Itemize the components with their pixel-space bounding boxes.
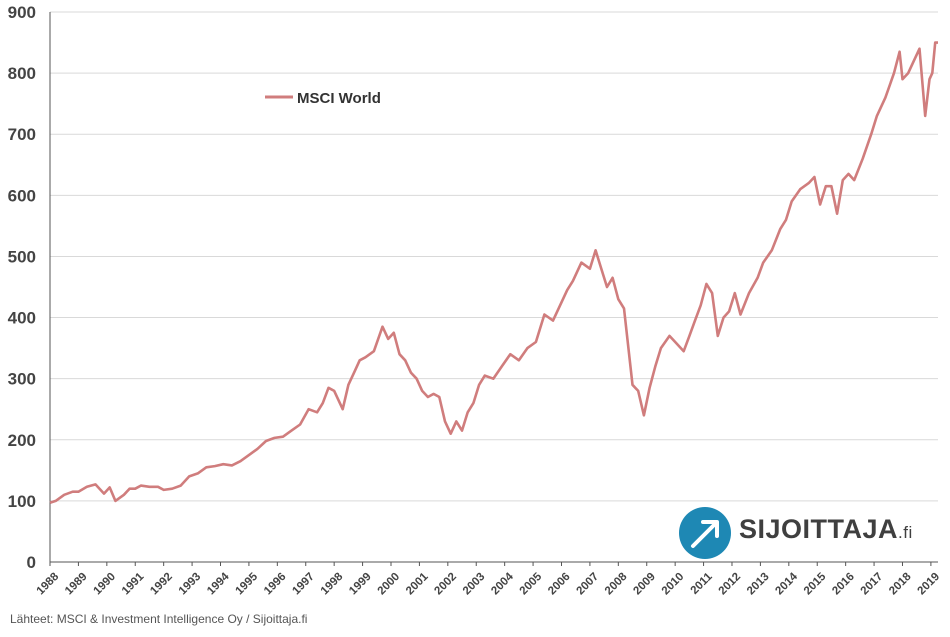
y-tick-label: 0 — [27, 553, 36, 572]
x-tick-label: 1997 — [290, 571, 317, 598]
x-tick-label: 1989 — [63, 571, 90, 598]
legend: MSCI World — [265, 90, 381, 107]
x-tick-label: 2008 — [603, 570, 630, 597]
x-tick-label: 2012 — [717, 571, 744, 598]
logo-text: SIJOITTAJA.fi — [739, 514, 913, 545]
gridlines — [50, 11, 938, 502]
y-tick-label: 100 — [8, 492, 36, 511]
logo-suffix: .fi — [898, 523, 913, 542]
sijoittaja-logo: SIJOITTAJA.fi — [677, 506, 939, 560]
x-tick-label: 2018 — [887, 570, 914, 597]
x-tick-label: 1988 — [35, 570, 62, 597]
source-note: Lähteet: MSCI & Investment Intelligence … — [10, 612, 308, 626]
legend-label: MSCI World — [297, 90, 381, 107]
x-tick-label: 1996 — [262, 571, 289, 598]
y-tick-label: 200 — [8, 431, 36, 450]
logo-name: SIJOITTAJA — [739, 514, 899, 544]
x-tick-label: 2003 — [461, 571, 488, 598]
x-tick-label: 2002 — [432, 571, 459, 598]
y-axis: 0 100 200 300 400 500 600 700 800 900 — [8, 3, 51, 572]
x-tick-label: 1990 — [91, 571, 118, 598]
x-tick-label: 2009 — [631, 571, 658, 598]
x-tick-label: 1992 — [148, 571, 175, 598]
y-tick-label: 400 — [8, 309, 36, 328]
x-tick-label: 1993 — [177, 571, 204, 598]
x-tick-label: 2011 — [689, 570, 716, 597]
y-tick-label: 900 — [8, 3, 36, 22]
x-tick-label: 1999 — [347, 571, 374, 598]
x-tick-label: 2000 — [376, 571, 403, 598]
x-tick-label: 2001 — [404, 570, 431, 597]
x-tick-label: 2004 — [489, 570, 516, 597]
x-tick-label: 1991 — [120, 570, 147, 597]
series-line-msci-world — [49, 41, 938, 504]
x-tick-label: 2015 — [802, 570, 829, 597]
series-group — [49, 41, 938, 504]
x-tick-label: 2010 — [660, 571, 687, 598]
x-tick-label: 2006 — [546, 571, 573, 598]
x-tick-label: 2017 — [859, 571, 886, 598]
x-tick-label: 1998 — [319, 570, 346, 597]
x-tick-label: 2013 — [745, 571, 772, 598]
x-tick-label: 1995 — [234, 570, 261, 597]
y-tick-label: 500 — [8, 247, 36, 266]
y-tick-label: 800 — [8, 64, 36, 83]
x-tick-label: 2019 — [916, 571, 943, 598]
y-tick-label: 300 — [8, 370, 36, 389]
x-tick-label: 2014 — [773, 570, 800, 597]
x-tick-label: 2005 — [518, 570, 545, 597]
x-tick-label: 2016 — [830, 571, 857, 598]
y-tick-label: 600 — [8, 186, 36, 205]
y-tick-label: 700 — [8, 125, 36, 144]
x-tick-label: 2007 — [575, 571, 602, 598]
x-axis: 1988 1989 1990 1991 1992 1993 1994 1995 1996 1997… — [35, 561, 943, 598]
x-tick-label: 1994 — [205, 570, 232, 597]
arrow-circle-icon — [679, 507, 731, 559]
